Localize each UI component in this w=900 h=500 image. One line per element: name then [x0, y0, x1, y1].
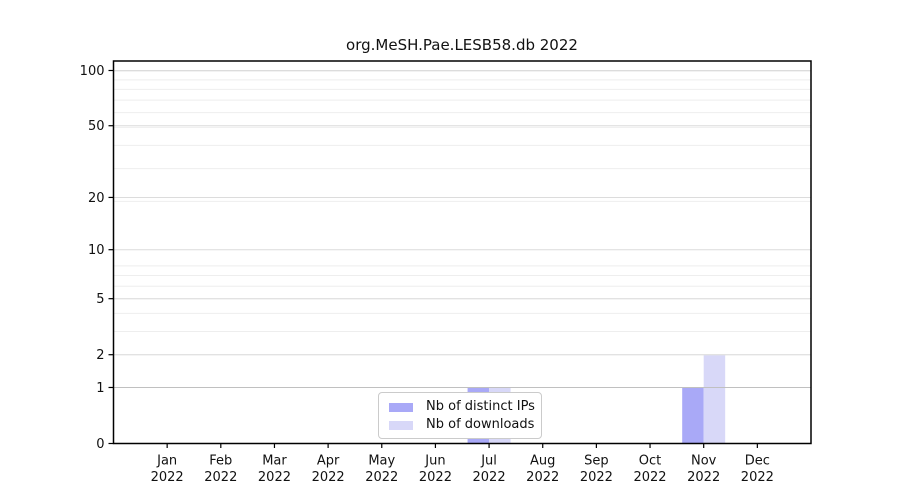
x-tick-label-aug-2022: Aug 2022 [526, 454, 559, 486]
x-tick-label-mar-2022: Mar 2022 [258, 454, 291, 486]
legend-label-distinct-ips: Nb of distinct IPs [426, 399, 535, 414]
grid-layer [113, 70, 811, 388]
bar-nb-of-distinct-ips-nov-2022 [682, 387, 704, 444]
x-tick-label-may-2022: May 2022 [365, 454, 398, 486]
y-tick-label-100: 100 [80, 64, 105, 79]
x-tick-label-dec-2022: Dec 2022 [741, 454, 774, 486]
y-tick-label-2: 2 [96, 348, 104, 363]
x-tick-label-jul-2022: Jul 2022 [473, 454, 506, 486]
legend-item-downloads: Nb of downloads [389, 416, 541, 434]
chart-legend: Nb of distinct IPs Nb of downloads [378, 392, 542, 439]
y-tick-label-10: 10 [88, 243, 105, 258]
y-tick-label-20: 20 [88, 191, 105, 206]
y-tick-label-1: 1 [96, 381, 104, 396]
legend-item-distinct-ips: Nb of distinct IPs [389, 398, 541, 416]
axes-layer: 0 1 2 5 10 20 50 100 Jan 2022 Feb 2022 Mar 2022 Apr 202… [80, 60, 812, 486]
chart-title: org.MeSH.Pae.LESB58.db 2022 [346, 36, 578, 54]
x-tick-label-nov-2022: Nov 2022 [687, 454, 720, 486]
legend-swatch-downloads [389, 420, 413, 430]
y-tick-label-50: 50 [88, 119, 105, 134]
x-tick-label-apr-2022: Apr 2022 [312, 454, 345, 486]
legend-swatch-distinct-ips [389, 402, 413, 412]
x-tick-label-feb-2022: Feb 2022 [204, 454, 237, 486]
plot-spines [112, 60, 812, 445]
x-tick-label-jun-2022: Jun 2022 [419, 454, 452, 486]
y-tick-label-0: 0 [96, 437, 104, 452]
x-tick-label-oct-2022: Oct 2022 [633, 454, 666, 486]
y-tick-label-5: 5 [96, 292, 104, 307]
bar-nb-of-downloads-nov-2022 [703, 354, 726, 444]
legend-label-downloads: Nb of downloads [426, 417, 535, 432]
x-tick-label-jan-2022: Jan 2022 [151, 454, 184, 486]
x-tick-label-sep-2022: Sep 2022 [580, 454, 613, 486]
